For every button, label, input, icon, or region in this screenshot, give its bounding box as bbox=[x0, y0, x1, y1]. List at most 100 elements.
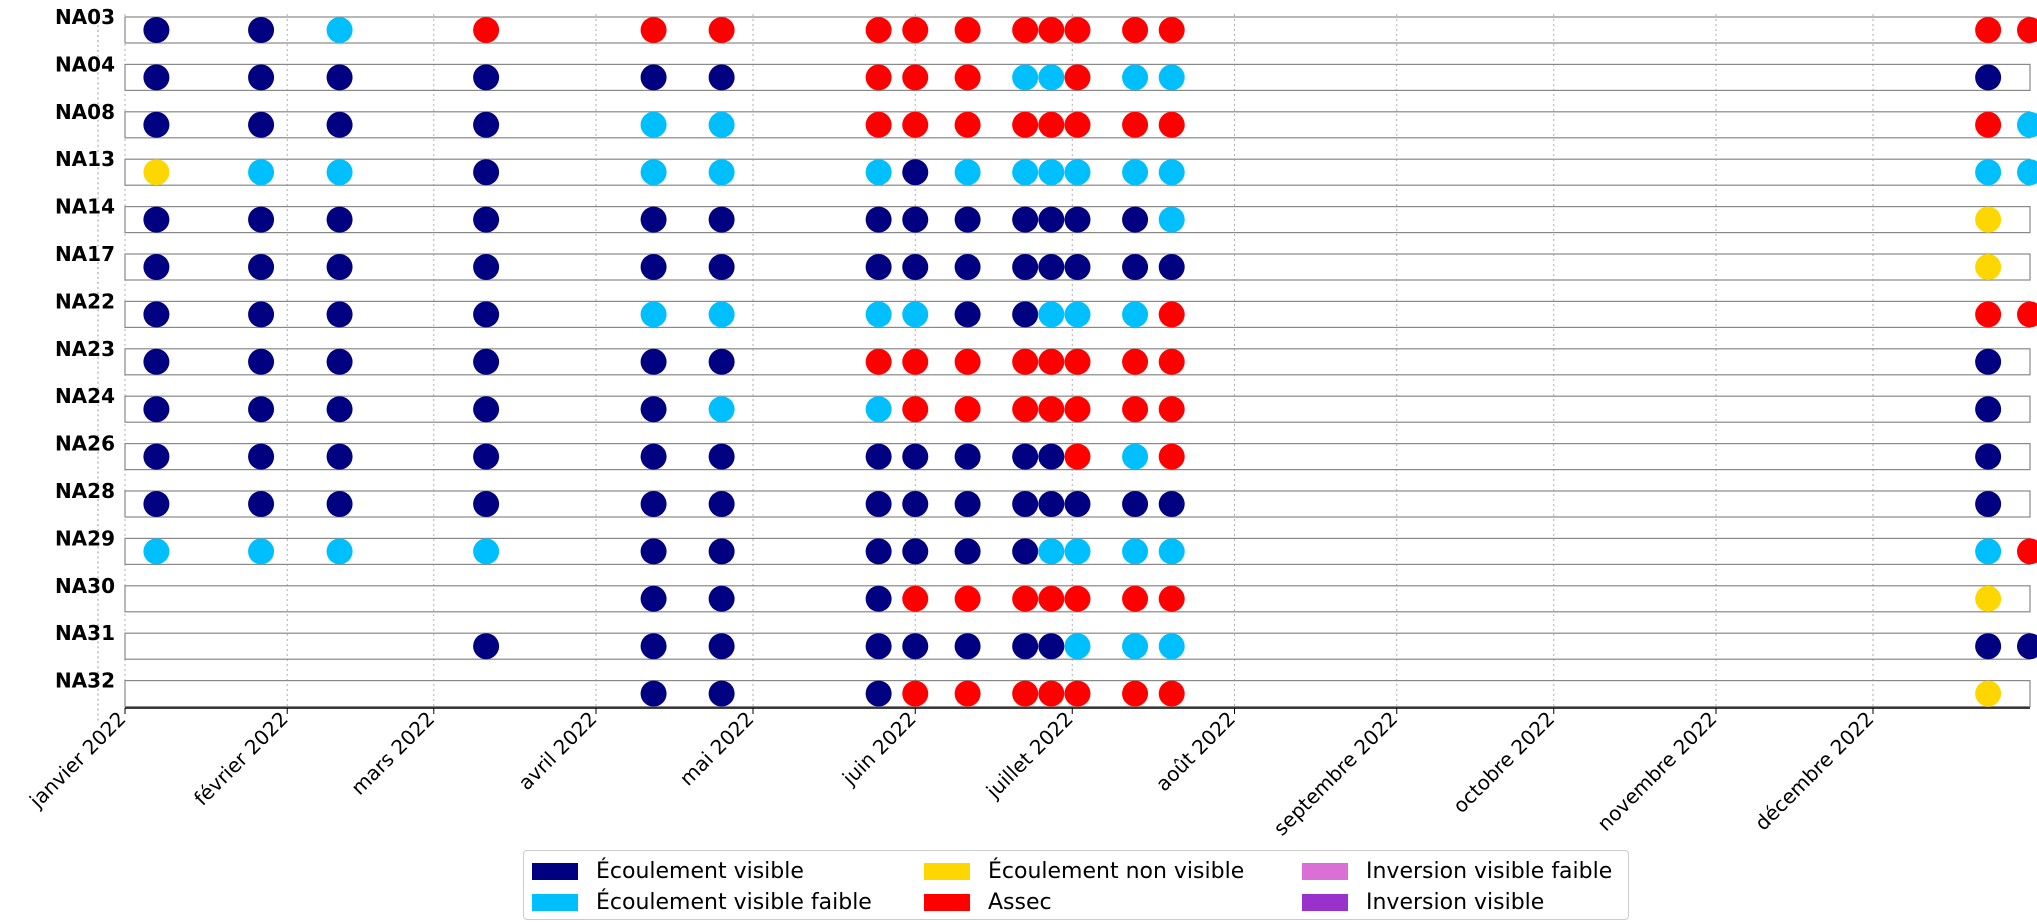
point-na13-2022-12-23 bbox=[1975, 159, 2002, 186]
x-tick-label-mars-2022: mars 2022 bbox=[346, 707, 439, 800]
legend-label: Inversion visible bbox=[1366, 889, 1545, 915]
x-tick-label-janvier-2022: janvier 2022 bbox=[24, 707, 131, 814]
point-na28-2022-07-02 bbox=[1064, 491, 1091, 517]
point-na22-2022-07-13 bbox=[1122, 301, 1149, 328]
point-na22-2022-01-07 bbox=[143, 301, 170, 328]
point-na29-2022-02-11 bbox=[326, 538, 353, 565]
point-na04-2022-02-11 bbox=[326, 64, 353, 91]
point-na31-2022-06-27 bbox=[1038, 633, 1065, 660]
point-na23-2022-12-23 bbox=[1975, 348, 2002, 375]
legend-label: Écoulement visible bbox=[596, 858, 804, 884]
x-tick-label-octobre-2022: octobre 2022 bbox=[1448, 707, 1559, 818]
point-na08-2022-06-11 bbox=[954, 111, 981, 138]
point-na22-2022-06-01 bbox=[902, 301, 929, 328]
point-na08-2022-02-11 bbox=[326, 111, 353, 138]
point-na08-2022-04-25 bbox=[708, 111, 735, 138]
point-na32-2022-07-13 bbox=[1122, 680, 1149, 707]
point-na31-2022-06-01 bbox=[902, 633, 929, 660]
point-na26-2022-06-27 bbox=[1038, 443, 1065, 470]
point-na32-2022-07-20 bbox=[1158, 680, 1185, 707]
point-na29-2022-03-11 bbox=[473, 538, 500, 565]
point-na29-2022-01-27 bbox=[248, 538, 275, 565]
point-na29-2022-01-07 bbox=[143, 538, 170, 565]
point-na32-2022-04-25 bbox=[708, 680, 735, 707]
point-na08-2022-01-27 bbox=[248, 111, 275, 138]
point-na08-2022-12-23 bbox=[1975, 111, 2002, 138]
point-na08-2022-04-12 bbox=[640, 111, 667, 138]
point-na23-2022-02-11 bbox=[326, 348, 353, 375]
vertical-gridlines bbox=[124, 14, 1874, 708]
point-na22-2022-04-25 bbox=[708, 301, 735, 328]
point-na13-2022-07-20 bbox=[1158, 159, 1185, 186]
station-label-na28: NA28 bbox=[55, 479, 115, 503]
point-na04-2022-06-22 bbox=[1012, 64, 1039, 91]
point-na08-2022-06-22 bbox=[1012, 111, 1039, 138]
x-tick-label-septembre-2022: septembre 2022 bbox=[1269, 707, 1403, 841]
point-na22-2022-05-25 bbox=[865, 301, 892, 328]
legend-swatch bbox=[924, 893, 970, 911]
station-label-na26: NA26 bbox=[55, 432, 115, 456]
point-na03-2022-07-02 bbox=[1064, 17, 1091, 43]
point-na13-2022-01-27 bbox=[248, 159, 275, 186]
legend-label: Écoulement non visible bbox=[988, 858, 1245, 884]
point-na30-2022-04-12 bbox=[640, 585, 667, 612]
point-na30-2022-06-22 bbox=[1012, 585, 1039, 612]
point-na32-2022-12-23 bbox=[1975, 680, 2002, 707]
point-na14-2022-04-12 bbox=[640, 206, 667, 233]
point-na29-2022-07-02 bbox=[1064, 538, 1091, 565]
legend-swatch bbox=[532, 893, 578, 911]
point-na03-2022-07-20 bbox=[1158, 17, 1185, 43]
point-na14-2022-03-11 bbox=[473, 206, 500, 233]
point-na14-2022-05-25 bbox=[865, 206, 892, 233]
point-na23-2022-04-12 bbox=[640, 348, 667, 375]
point-na30-2022-12-23 bbox=[1975, 585, 2002, 612]
point-na28-2022-06-22 bbox=[1012, 491, 1039, 517]
x-tick-label-decembre-2022: décembre 2022 bbox=[1750, 707, 1879, 836]
point-na23-2022-07-13 bbox=[1122, 348, 1149, 375]
station-label-na13: NA13 bbox=[55, 147, 115, 171]
point-na30-2022-05-25 bbox=[865, 585, 892, 612]
point-na03-2022-04-12 bbox=[640, 17, 667, 43]
point-na29-2022-06-01 bbox=[902, 538, 929, 565]
point-na31-2022-04-25 bbox=[708, 633, 735, 660]
point-na23-2022-05-25 bbox=[865, 348, 892, 375]
point-na22-2022-03-11 bbox=[473, 301, 500, 328]
point-na29-2022-04-25 bbox=[708, 538, 735, 565]
point-na17-2022-07-13 bbox=[1122, 254, 1149, 280]
point-na14-2022-07-20 bbox=[1158, 206, 1185, 233]
point-na24-2022-03-11 bbox=[473, 396, 500, 423]
point-na14-2022-06-01 bbox=[902, 206, 929, 233]
x-tick-label-aout-2022: août 2022 bbox=[1151, 707, 1240, 796]
point-na17-2022-01-07 bbox=[143, 254, 170, 280]
point-na31-2022-07-13 bbox=[1122, 633, 1149, 660]
point-na26-2022-07-02 bbox=[1064, 443, 1091, 470]
point-na30-2022-06-27 bbox=[1038, 585, 1065, 612]
point-na22-2022-07-20 bbox=[1158, 301, 1185, 328]
point-na23-2022-03-11 bbox=[473, 348, 500, 375]
point-na22-2022-06-11 bbox=[954, 301, 981, 328]
point-na29-2022-04-12 bbox=[640, 538, 667, 565]
point-na28-2022-04-25 bbox=[708, 491, 735, 517]
station-label-na14: NA14 bbox=[55, 195, 115, 219]
station-label-na08: NA08 bbox=[55, 100, 115, 124]
point-na29-2022-06-11 bbox=[954, 538, 981, 565]
station-label-na03: NA03 bbox=[55, 5, 115, 29]
point-na13-2022-06-11 bbox=[954, 159, 981, 186]
point-na28-2022-03-11 bbox=[473, 491, 500, 517]
point-na04-2022-06-27 bbox=[1038, 64, 1065, 91]
point-na24-2022-07-20 bbox=[1158, 396, 1185, 423]
point-na24-2022-07-13 bbox=[1122, 396, 1149, 423]
point-na17-2022-06-22 bbox=[1012, 254, 1039, 280]
legend: Écoulement visible Écoulement visible fai… bbox=[523, 850, 1629, 920]
point-na29-2022-06-22 bbox=[1012, 538, 1039, 565]
observation-points bbox=[143, 17, 2037, 707]
point-na14-2022-01-27 bbox=[248, 206, 275, 233]
station-label-na31: NA31 bbox=[55, 621, 115, 645]
point-na23-2022-07-02 bbox=[1064, 348, 1091, 375]
point-na13-2022-02-11 bbox=[326, 159, 353, 186]
point-na14-2022-07-13 bbox=[1122, 206, 1149, 233]
point-na26-2022-06-22 bbox=[1012, 443, 1039, 470]
point-na08-2022-01-07 bbox=[143, 111, 170, 138]
point-na31-2022-06-11 bbox=[954, 633, 981, 660]
point-na13-2022-05-25 bbox=[865, 159, 892, 186]
